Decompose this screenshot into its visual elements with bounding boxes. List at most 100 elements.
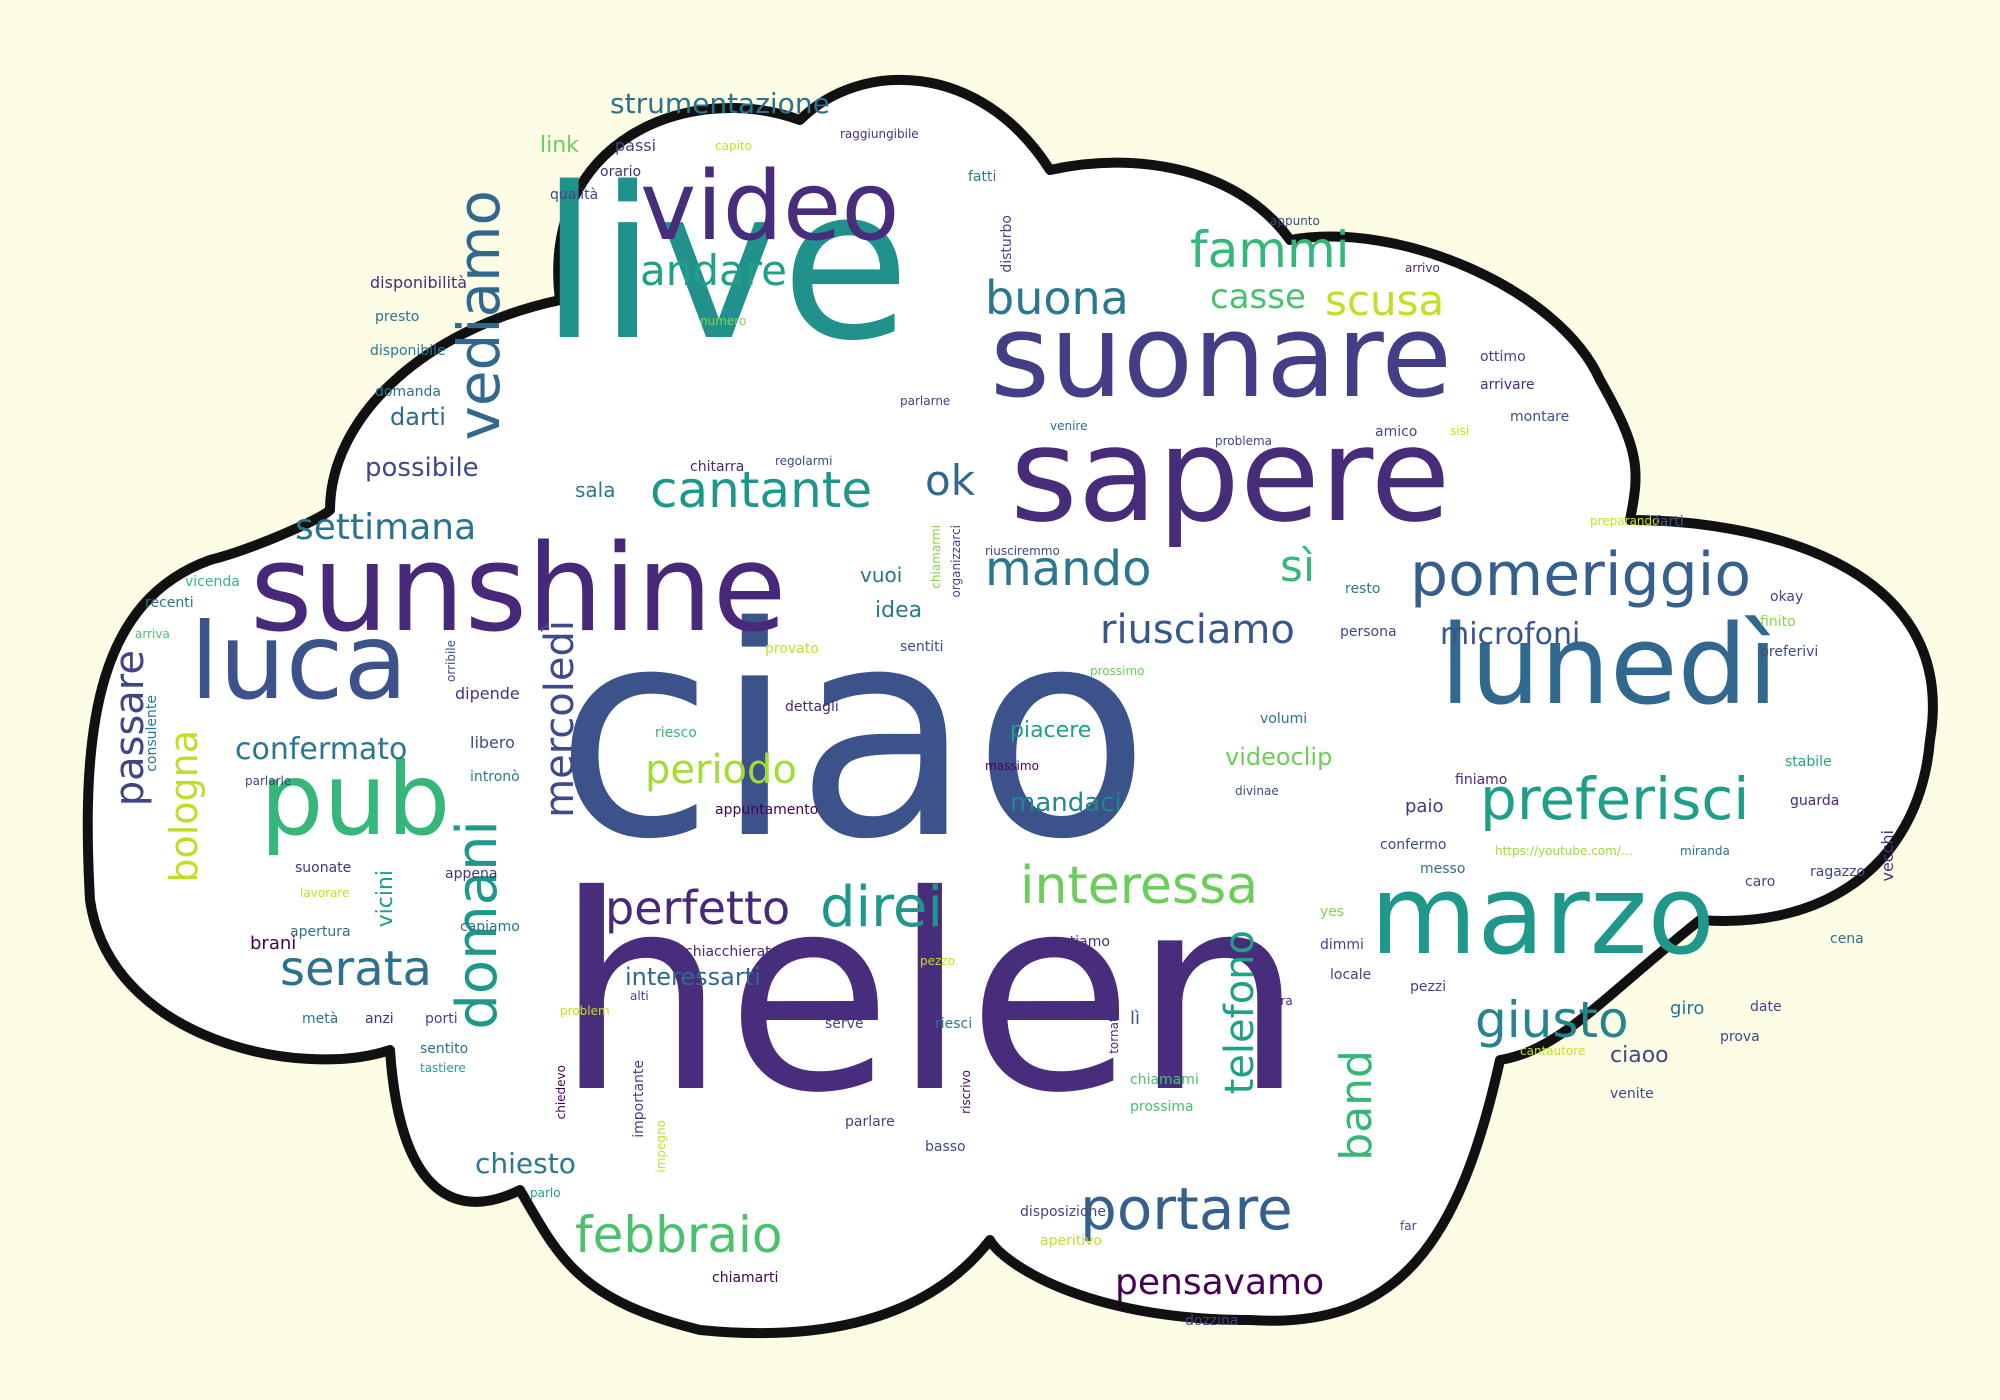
word-preferisci: preferisci [1480,765,1750,833]
word-piacere: piacere [1010,718,1092,743]
word-disponibilita: disponibilità [370,273,468,292]
word-stabile: stabile [1785,754,1832,770]
word-resto: resto [1345,581,1381,597]
word-numero: numero [700,314,747,328]
word-interessarti: interessarti [625,963,761,991]
word-chiacchierata: chiacchierata [685,944,780,960]
word-alti: alti [630,989,649,1003]
word-idea: idea [875,598,923,623]
word-chitarra: chitarra [690,459,745,475]
word-videoclip: videoclip [1225,743,1333,771]
word-raggiungibile: raggiungibile [840,127,919,141]
word-parlarle: parlarle [245,774,292,788]
word-pomeriggio: pomeriggio [1410,540,1752,610]
word-portare: portare [1080,1175,1293,1243]
word-giro: giro [1670,998,1705,1019]
word-montare: montare [1510,409,1570,425]
word-locale: locale [1330,967,1372,983]
word-riesco: riesco [655,725,697,741]
word-perfetto: perfetto [605,881,791,935]
word-miranda: miranda [1680,844,1730,858]
word-chiamarti: chiamarti [712,1270,779,1286]
word-suonare: suonare [990,290,1453,424]
word-ottimo: ottimo [1480,349,1526,365]
word-preparando: preparando [1590,514,1660,528]
word-giusto: giusto [1475,991,1629,1049]
word-divinae: divinae [1235,784,1279,798]
word-pub: pub [260,741,451,858]
word-problem: problem [560,1004,610,1018]
word-serata: serata [280,941,432,997]
word-pezzo: pezzo [920,954,955,968]
word-lunedi: lunedì [1440,601,1779,729]
word-mandaci: mandaci [1010,788,1122,818]
word-microfoni: microfoni [1440,617,1581,652]
word-sentito: sentito [420,1041,469,1057]
word-parlarne: parlarne [900,394,951,408]
word-serve: serve [825,1016,864,1032]
word-qualita: qualità [550,187,599,203]
word-guarda: guarda [1790,793,1840,809]
word-dettagli: dettagli [785,699,839,715]
word-li: lì [1130,1008,1141,1029]
word-introno: intronò [470,769,520,785]
word-disponibile: disponibile [370,343,446,359]
word-scusa: scusa [1325,276,1445,325]
word-prossima: prossima [1130,1099,1194,1115]
word-basso: basso [925,1139,966,1155]
word-confermato: confermato [235,732,408,767]
word-disturbo: disturbo [999,215,1015,273]
word-orribile: orribile [444,640,458,682]
word-finito: finito [1760,614,1796,630]
word-aperitivo: aperitivo [1040,1233,1102,1249]
word-chiesto: chiesto [475,1147,576,1180]
word-amico: amico [1375,424,1418,440]
word-presto: presto [375,309,420,325]
word-ciao: ciao [555,566,1151,903]
word-okay: okay [1770,589,1804,605]
word-periodo: periodo [645,747,797,793]
word-fammi: fammi [1190,221,1350,279]
word-cantautore: cantautore [1520,1044,1586,1058]
word-massimo: massimo [985,759,1039,773]
word-capito: capito [715,139,752,153]
word-febbraio: febbraio [575,1206,783,1264]
word-live: live [540,142,911,387]
word-chiedevo: chiedevo [554,1065,568,1120]
word-arrivare: arrivare [1480,377,1535,393]
word-yes: yes [1320,904,1345,920]
word-sentiamo: sentiamo [1045,934,1110,950]
word-direi: direi [820,875,943,940]
word-pezzi: pezzi [1410,979,1447,995]
word-vecchi: vecchi [1878,830,1897,882]
word-ragazzo: ragazzo [1810,864,1866,880]
word-parlo: parlo [530,1186,561,1200]
word-passi: passi [615,136,657,155]
word-telefono: telefono [1217,930,1263,1095]
word-band: band [1331,1050,1382,1161]
word-dimmi: dimmi [1320,937,1364,953]
word-ciaoo: ciaoo [1610,1043,1669,1068]
word-vediamo: vediamo [445,190,513,441]
word-sunshine: sunshine [250,520,787,659]
word-riusciremmo: riusciremmo [985,544,1060,558]
word-possibile: possibile [365,453,479,483]
word-suonate: suonate [295,860,352,876]
cloud-outline [82,74,1938,1339]
word-vuoi: vuoi [860,563,903,587]
word-marzo: marzo [1370,851,1715,979]
word-appena: appena [445,866,498,882]
word-strumentazione: strumentazione [610,87,830,120]
word-prossimo: prossimo [1090,664,1145,678]
word-appunto: appunto [1270,214,1320,228]
word-finiamo: finiamo [1455,772,1508,788]
word-tornato: tornato [1107,1010,1121,1054]
word-volumi: volumi [1260,711,1308,727]
word-tastiere: tastiere [420,1061,466,1075]
word-altra: altra [1265,994,1293,1008]
word-regolarmi: regolarmi [775,454,833,468]
word-fatti: fatti [968,169,997,185]
word-impegno: impegno [654,1120,668,1173]
